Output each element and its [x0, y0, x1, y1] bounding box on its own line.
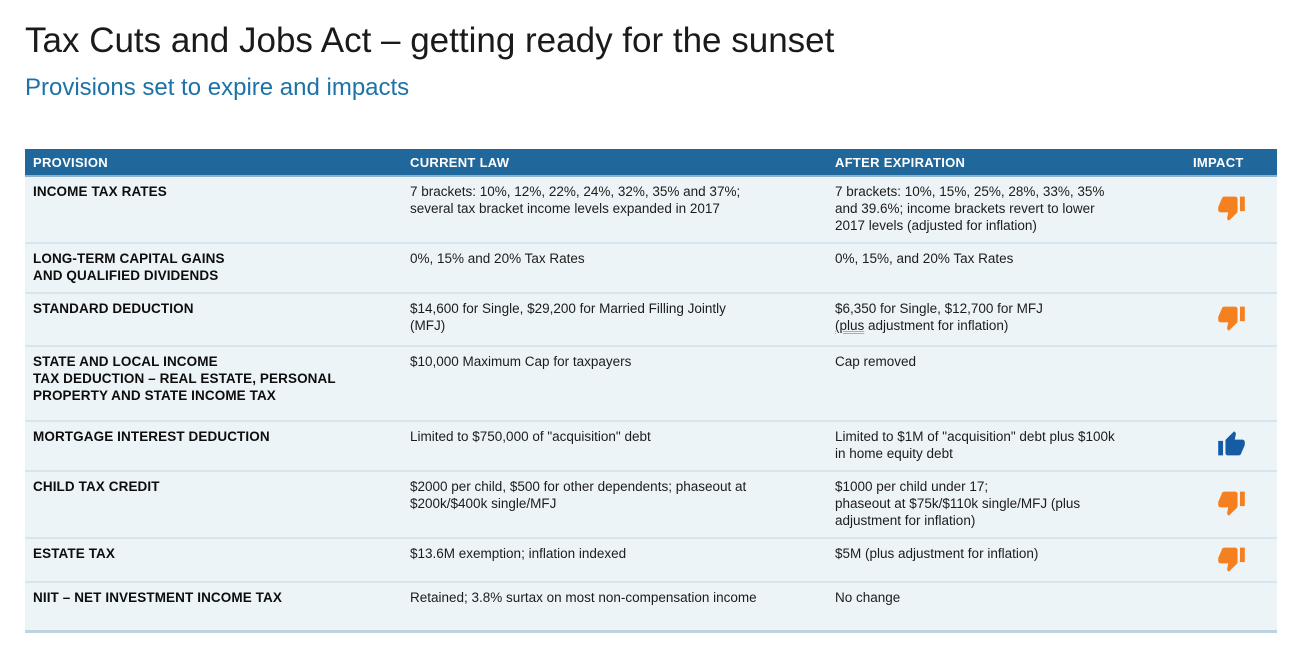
impact-cell	[1185, 470, 1277, 539]
table-row: LONG-TERM CAPITAL GAINS AND QUALIFIED DI…	[25, 242, 1277, 294]
table-header-row: PROVISION CURRENT LAW AFTER EXPIRATION IMPA…	[25, 149, 1277, 177]
after-expiration-cell: 0%, 15%, and 20% Tax Rates	[827, 242, 1185, 294]
provision-cell: MORTGAGE INTEREST DEDUCTION	[25, 420, 402, 472]
after-expiration-cell: Cap removed	[827, 345, 1185, 422]
current-law-cell: Limited to $750,000 of "acquisition" deb…	[402, 420, 827, 472]
impact-cell	[1185, 242, 1277, 294]
thumbs-down-icon	[1217, 303, 1246, 332]
after-expiration-cell: Limited to $1M of "acquisition" debt plu…	[827, 420, 1185, 472]
impact-cell	[1185, 292, 1277, 347]
column-header-current-law: CURRENT LAW	[402, 149, 827, 177]
column-header-impact: IMPACT	[1185, 149, 1277, 177]
provision-cell: STANDARD DEDUCTION	[25, 292, 402, 347]
thumbs-down-icon	[1217, 193, 1246, 222]
page-subtitle: Provisions set to expire and impacts	[25, 74, 410, 101]
column-header-after-expiration: AFTER EXPIRATION	[827, 149, 1185, 177]
after-expiration-cell: 7 brackets: 10%, 15%, 25%, 28%, 33%, 35%…	[827, 175, 1185, 244]
table-row: MORTGAGE INTEREST DEDUCTION Limited to $7…	[25, 420, 1277, 472]
after-expiration-cell: No change	[827, 581, 1185, 632]
thumbs-down-icon	[1217, 544, 1246, 573]
provision-cell: INCOME TAX RATES	[25, 175, 402, 244]
after-expiration-cell: $1000 per child under 17; phaseout at $7…	[827, 470, 1185, 539]
current-law-cell: $13.6M exemption; inflation indexed	[402, 537, 827, 583]
table-row: INCOME TAX RATES 7 brackets: 10%, 12%, 22…	[25, 175, 1277, 244]
provision-cell: CHILD TAX CREDIT	[25, 470, 402, 539]
table-row: ESTATE TAX $13.6M exemption; inflation in…	[25, 537, 1277, 583]
impact-cell	[1185, 175, 1277, 244]
provision-cell: NIIT – NET INVESTMENT INCOME TAX	[25, 581, 402, 632]
after-expiration-cell: $6,350 for Single, $12,700 for MFJ (plus…	[827, 292, 1185, 347]
current-law-cell: 0%, 15% and 20% Tax Rates	[402, 242, 827, 294]
current-law-cell: Retained; 3.8% surtax on most non-compen…	[402, 581, 827, 632]
current-law-cell: $14,600 for Single, $29,200 for Married …	[402, 292, 827, 347]
table-row: STATE AND LOCAL INCOME TAX DEDUCTION – R…	[25, 345, 1277, 422]
table-row: NIIT – NET INVESTMENT INCOME TAX Retained…	[25, 581, 1277, 632]
table-row: CHILD TAX CREDIT $2000 per child, $500 fo…	[25, 470, 1277, 539]
slide: Tax Cuts and Jobs Act – getting ready fo…	[25, 21, 1277, 633]
thumbs-up-icon	[1217, 430, 1246, 459]
impact-cell	[1185, 420, 1277, 472]
provision-cell: STATE AND LOCAL INCOME TAX DEDUCTION – R…	[25, 345, 402, 422]
after-expiration-cell: $5M (plus adjustment for inflation)	[827, 537, 1185, 583]
impact-cell	[1185, 345, 1277, 422]
table-row: STANDARD DEDUCTION $14,600 for Single, $2…	[25, 292, 1277, 347]
current-law-cell: $2000 per child, $500 for other dependen…	[402, 470, 827, 539]
provisions-table: PROVISION CURRENT LAW AFTER EXPIRATION IMPA…	[25, 149, 1277, 633]
thumbs-down-icon	[1217, 488, 1246, 517]
current-law-cell: $10,000 Maximum Cap for taxpayers	[402, 345, 827, 422]
impact-cell	[1185, 581, 1277, 632]
impact-cell	[1185, 537, 1277, 583]
provision-cell: ESTATE TAX	[25, 537, 402, 583]
column-header-provision: PROVISION	[25, 149, 402, 177]
provision-cell: LONG-TERM CAPITAL GAINS AND QUALIFIED DI…	[25, 242, 402, 294]
current-law-cell: 7 brackets: 10%, 12%, 22%, 24%, 32%, 35%…	[402, 175, 827, 244]
page-title: Tax Cuts and Jobs Act – getting ready fo…	[25, 21, 835, 60]
